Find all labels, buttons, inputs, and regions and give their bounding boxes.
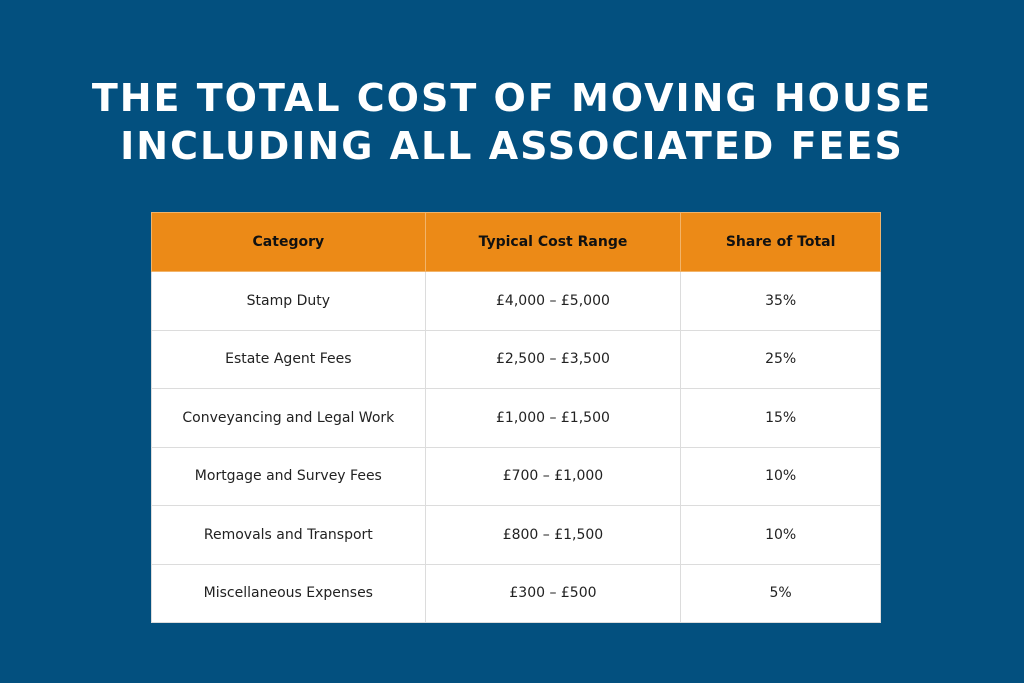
cell-share: 5% <box>680 563 881 623</box>
cell-cost-range: £800 – £1,500 <box>424 505 682 565</box>
cell-cost-range: £2,500 – £3,500 <box>424 329 682 389</box>
header-cost-range: Typical Cost Range <box>424 212 682 272</box>
header-category: Category <box>151 212 426 272</box>
table-row: Miscellaneous Expenses £300 – £500 5% <box>151 563 881 623</box>
cell-share: 10% <box>680 505 881 565</box>
cell-share: 10% <box>680 446 881 506</box>
cell-cost-range: £1,000 – £1,500 <box>424 388 682 448</box>
title-line: INCLUDING ALL ASSOCIATED FEES <box>120 124 904 168</box>
cell-cost-range: £4,000 – £5,000 <box>424 271 682 331</box>
cell-cost-range: £700 – £1,000 <box>424 446 682 506</box>
table-row: Estate Agent Fees £2,500 – £3,500 25% <box>151 329 881 389</box>
cell-share: 25% <box>680 329 881 389</box>
table-row: Conveyancing and Legal Work £1,000 – £1,5… <box>151 388 881 448</box>
cell-share: 15% <box>680 388 881 448</box>
table-row: Mortgage and Survey Fees £700 – £1,000 10% <box>151 446 881 506</box>
cell-category: Stamp Duty <box>151 271 426 331</box>
header-share: Share of Total <box>680 212 881 272</box>
table-header-row: Category Typical Cost Range Share of Tot… <box>151 212 881 272</box>
cell-category: Removals and Transport <box>151 505 426 565</box>
table-row: Removals and Transport £800 – £1,500 10% <box>151 505 881 565</box>
title-line: THE TOTAL COST OF MOVING HOUSE <box>91 76 933 120</box>
cell-cost-range: £300 – £500 <box>424 563 682 623</box>
page-title: THE TOTAL COST OF MOVING HOUSE INCLUDING… <box>0 74 1024 170</box>
cell-share: 35% <box>680 271 881 331</box>
cell-category: Estate Agent Fees <box>151 329 426 389</box>
cell-category: Miscellaneous Expenses <box>151 563 426 623</box>
cost-table: Category Typical Cost Range Share of Tot… <box>151 212 881 623</box>
cell-category: Mortgage and Survey Fees <box>151 446 426 506</box>
cell-category: Conveyancing and Legal Work <box>151 388 426 448</box>
table-row: Stamp Duty £4,000 – £5,000 35% <box>151 271 881 331</box>
